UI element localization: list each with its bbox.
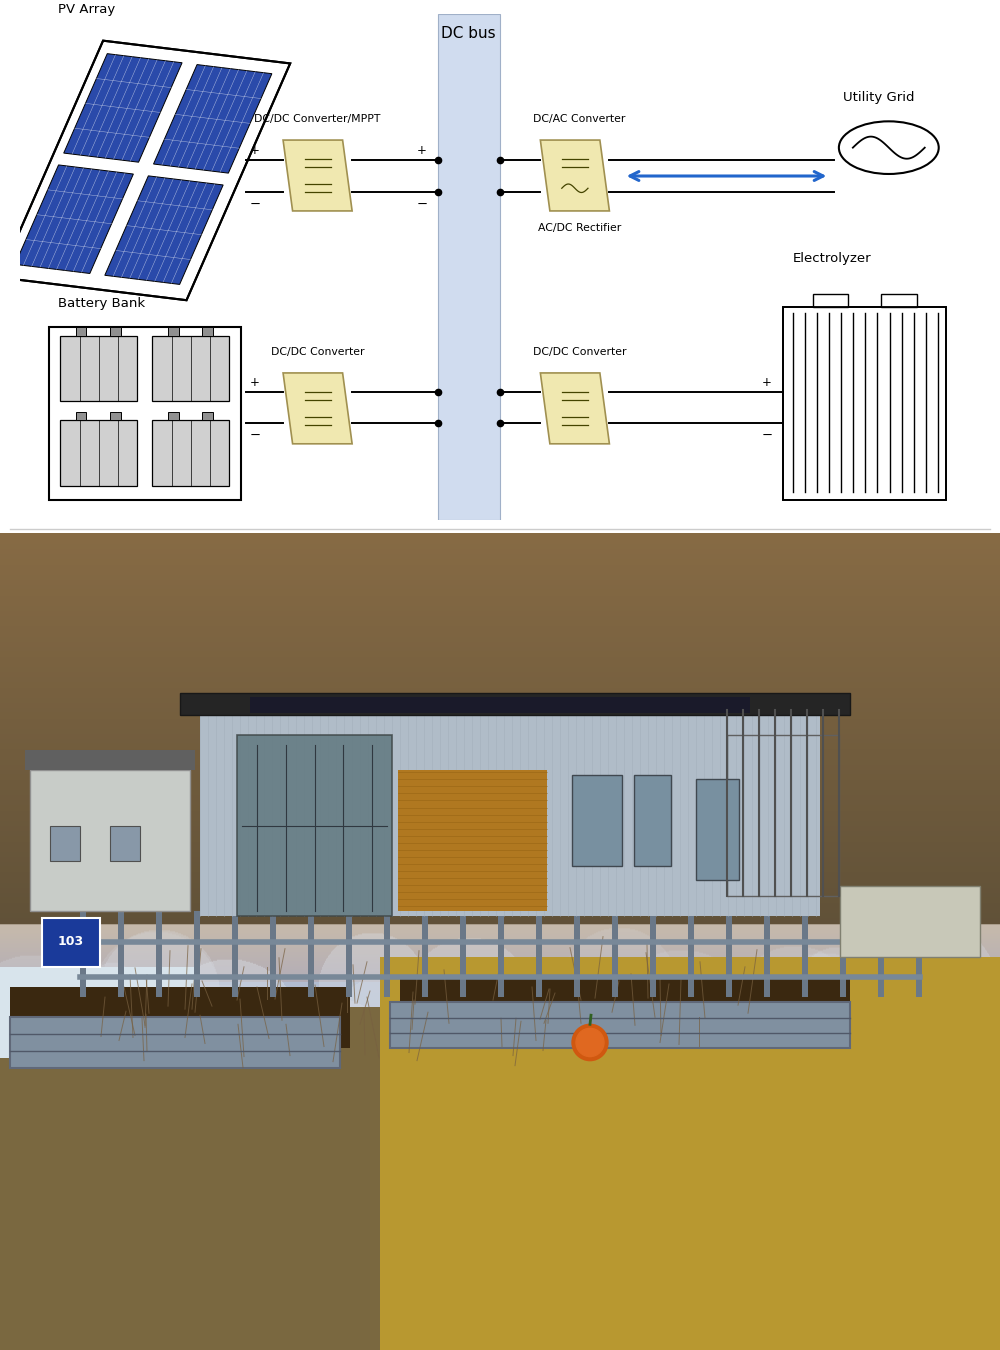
Text: DC/DC Converter/MPPT: DC/DC Converter/MPPT bbox=[254, 115, 381, 124]
Bar bbox=[30, 771, 190, 911]
Bar bbox=[536, 911, 542, 998]
Bar bbox=[202, 328, 213, 336]
Bar bbox=[878, 911, 884, 998]
Bar bbox=[60, 420, 137, 486]
Bar bbox=[726, 911, 732, 998]
Text: Battery Bank: Battery Bank bbox=[58, 297, 146, 310]
Polygon shape bbox=[15, 165, 133, 274]
Bar bbox=[688, 911, 694, 998]
Text: Electrolyzer: Electrolyzer bbox=[793, 251, 871, 265]
Text: +: + bbox=[249, 144, 259, 157]
Bar bbox=[250, 697, 750, 713]
Bar bbox=[76, 412, 86, 420]
Bar bbox=[346, 911, 352, 998]
Bar bbox=[50, 826, 80, 861]
Polygon shape bbox=[154, 65, 272, 173]
Circle shape bbox=[572, 1025, 608, 1061]
Circle shape bbox=[576, 1029, 604, 1057]
Bar bbox=[152, 336, 229, 401]
Bar bbox=[572, 775, 622, 865]
Text: 103: 103 bbox=[58, 936, 84, 948]
Text: DC/AC Converter: DC/AC Converter bbox=[533, 115, 626, 124]
Bar bbox=[390, 1002, 850, 1048]
Polygon shape bbox=[105, 176, 223, 285]
Bar bbox=[574, 911, 580, 998]
Bar bbox=[783, 308, 946, 500]
Bar bbox=[110, 328, 121, 336]
Bar bbox=[118, 911, 124, 998]
Text: DC/DC Converter: DC/DC Converter bbox=[271, 347, 364, 358]
Bar bbox=[916, 911, 922, 998]
Bar bbox=[60, 336, 137, 401]
Bar bbox=[813, 294, 848, 308]
Polygon shape bbox=[64, 54, 182, 162]
Bar bbox=[727, 734, 839, 896]
Text: +: + bbox=[416, 144, 426, 157]
Polygon shape bbox=[283, 373, 352, 444]
Text: −: − bbox=[416, 198, 428, 211]
Text: DC/DC Converter: DC/DC Converter bbox=[533, 347, 626, 358]
Bar bbox=[398, 771, 547, 911]
Text: −: − bbox=[762, 429, 773, 443]
Bar bbox=[10, 987, 350, 1048]
Bar bbox=[80, 911, 86, 998]
Bar bbox=[232, 911, 238, 998]
Polygon shape bbox=[540, 373, 609, 444]
Bar bbox=[400, 977, 850, 1027]
Bar bbox=[802, 911, 808, 998]
Text: AC/DC Rectifier: AC/DC Rectifier bbox=[538, 223, 621, 234]
Bar bbox=[270, 911, 276, 998]
Bar bbox=[783, 308, 946, 500]
Bar bbox=[422, 911, 428, 998]
Bar bbox=[200, 714, 820, 917]
Bar bbox=[650, 911, 656, 998]
Bar bbox=[25, 751, 195, 771]
Bar bbox=[384, 911, 390, 998]
Bar bbox=[110, 412, 121, 420]
Bar bbox=[156, 911, 162, 998]
Bar bbox=[49, 328, 241, 500]
Polygon shape bbox=[540, 140, 609, 211]
Bar bbox=[498, 911, 504, 998]
Bar bbox=[308, 911, 314, 998]
Bar bbox=[168, 328, 179, 336]
Text: PV Array: PV Array bbox=[58, 4, 116, 16]
Text: Utility Grid: Utility Grid bbox=[843, 90, 914, 104]
Bar bbox=[152, 420, 229, 486]
Bar bbox=[110, 826, 140, 861]
Text: −: − bbox=[249, 429, 261, 443]
Polygon shape bbox=[0, 40, 290, 300]
Bar bbox=[634, 775, 671, 865]
Text: DC bus: DC bus bbox=[441, 26, 496, 40]
Bar bbox=[840, 886, 980, 957]
Bar bbox=[881, 294, 917, 308]
Bar bbox=[10, 1018, 340, 1068]
Bar bbox=[194, 911, 200, 998]
Bar bbox=[764, 911, 770, 998]
Bar bbox=[202, 412, 213, 420]
Bar bbox=[840, 911, 846, 998]
Bar bbox=[237, 734, 392, 917]
Bar bbox=[0, 1007, 1000, 1350]
Bar bbox=[380, 957, 1000, 1350]
Text: −: − bbox=[249, 198, 261, 211]
Bar bbox=[696, 779, 739, 880]
Text: +: + bbox=[762, 375, 772, 389]
Text: +: + bbox=[249, 375, 259, 389]
Bar bbox=[42, 918, 100, 967]
Polygon shape bbox=[283, 140, 352, 211]
Bar bbox=[168, 412, 179, 420]
Bar bbox=[460, 911, 466, 998]
Bar bbox=[438, 14, 500, 520]
Polygon shape bbox=[0, 967, 200, 1057]
Bar bbox=[612, 911, 618, 998]
Bar bbox=[76, 328, 86, 336]
Bar bbox=[180, 693, 850, 714]
